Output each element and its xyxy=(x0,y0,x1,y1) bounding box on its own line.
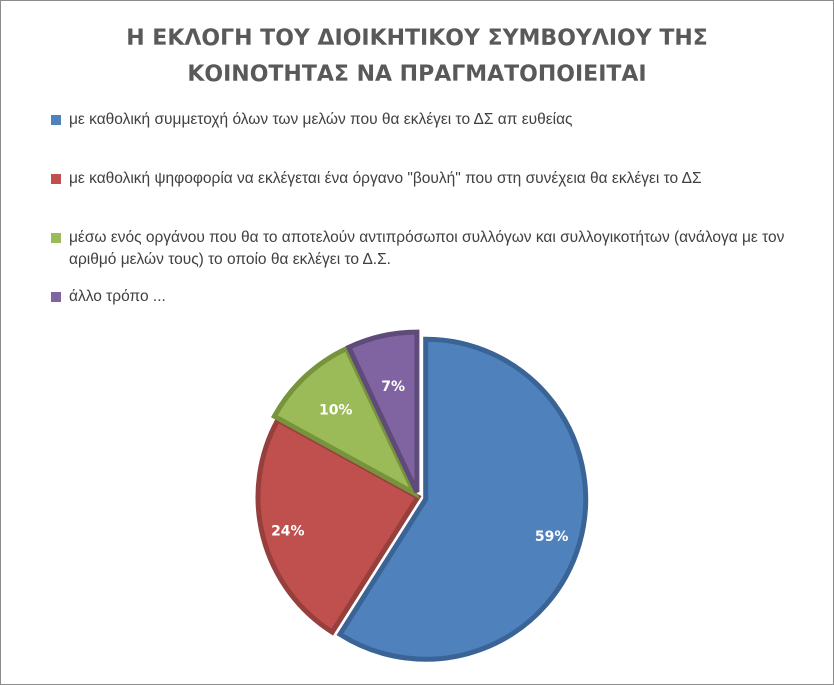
pie-slice-1 xyxy=(336,336,589,662)
pie-slice-3 xyxy=(270,345,421,500)
chart-title: Η ΕΚΛΟΓΗ ΤΟΥ ΔΙΟΙΚΗΤΙΚΟΥ ΣΥΜΒΟΥΛΙΟΥ ΤΗΣ … xyxy=(1,21,833,93)
legend-swatch-2 xyxy=(51,174,61,184)
pie-slice-2 xyxy=(255,416,422,636)
slice-value-label-1: 59% xyxy=(535,529,569,545)
legend-label-4: άλλο τρόπο ... xyxy=(69,288,166,305)
legend-label-3: μέσω ενός οργάνου που θα το αποτελούν αν… xyxy=(69,229,785,268)
slice-value-label-3: 10% xyxy=(319,402,353,418)
pie-slice-4 xyxy=(345,329,420,494)
legend-label-1: με καθολική συμμετοχή όλων των μελών που… xyxy=(69,111,573,128)
legend-swatch-4 xyxy=(51,292,61,302)
slice-value-label-4: 7% xyxy=(381,379,405,395)
legend-swatch-1 xyxy=(51,115,61,125)
legend-label-2: με καθολική ψηφοφορία να εκλέγεται ένα ό… xyxy=(69,170,702,187)
chart-title-line-1: Η ΕΚΛΟΓΗ ΤΟΥ ΔΙΟΙΚΗΤΙΚΟΥ ΣΥΜΒΟΥΛΙΟΥ ΤΗΣ xyxy=(126,26,708,51)
legend-swatch-3 xyxy=(51,233,61,243)
slice-value-label-2: 24% xyxy=(271,523,305,539)
chart-title-line-2: ΚΟΙΝΟΤΗΤΑΣ ΝΑ ΠΡΑΓΜΑΤΟΠΟΙΕΙΤΑΙ xyxy=(187,62,647,87)
